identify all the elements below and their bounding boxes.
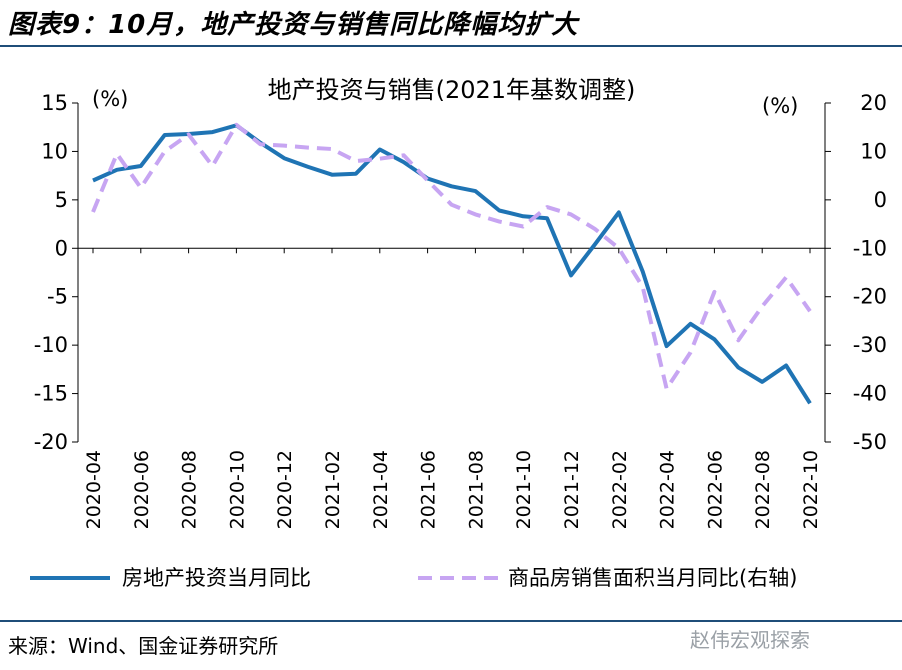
x-tick-label: 2021-10 — [513, 450, 535, 529]
left-tick-label: 0 — [55, 236, 68, 260]
legend-label-investment: 房地产投资当月同比 — [122, 566, 311, 590]
x-tick-label: 2020-08 — [179, 450, 201, 529]
title-rule — [0, 45, 902, 47]
x-tick-label: 2021-08 — [465, 450, 487, 529]
x-tick-label: 2022-10 — [800, 450, 822, 529]
left-tick-label: 15 — [41, 91, 68, 115]
right-unit-label: (%) — [762, 94, 798, 118]
x-tick-label: 2020-04 — [83, 450, 105, 529]
right-tick-label: 10 — [860, 139, 887, 163]
source-note: 来源：Wind、国金证券研究所 — [8, 634, 279, 658]
right-tick-label: -20 — [853, 285, 887, 309]
chart-title: 地产投资与销售(2021年基数调整) — [268, 76, 636, 104]
legend-label-sales: 商品房销售面积当月同比(右轴) — [508, 566, 797, 590]
left-tick-label: 10 — [41, 139, 68, 163]
right-tick-label: -10 — [853, 236, 887, 260]
right-tick-label: 20 — [860, 91, 887, 115]
x-tick-label: 2021-06 — [418, 450, 440, 529]
series-investment-line — [92, 123, 812, 405]
x-tick-label: 2022-06 — [704, 450, 726, 529]
x-tick-label: 2020-12 — [274, 450, 296, 529]
x-tick-label: 2022-08 — [752, 450, 774, 529]
right-tick-label: 0 — [874, 188, 887, 212]
left-tick-label: -5 — [47, 285, 68, 309]
watermark-text: 赵伟宏观探索 — [690, 628, 810, 652]
x-tick-label: 2021-12 — [561, 450, 583, 529]
footer-rule — [0, 620, 902, 622]
x-tick-label: 2022-02 — [609, 450, 631, 529]
x-tick-label: 2020-10 — [226, 450, 248, 529]
figure-title: 图表9：10月，地产投资与销售同比降幅均扩大 — [8, 10, 579, 40]
left-unit-label: (%) — [92, 87, 128, 111]
x-tick-label: 2022-04 — [657, 450, 679, 529]
x-tick-label: 2021-02 — [322, 450, 344, 529]
right-tick-label: -50 — [853, 430, 887, 454]
left-tick-label: -15 — [34, 382, 68, 406]
chart: 地产投资与销售(2021年基数调整) 15 10 5 0 -5 -10 -15 -20 20 10 0… — [30, 76, 887, 590]
right-tick-label: -40 — [853, 382, 887, 406]
left-tick-label: 5 — [55, 188, 68, 212]
right-tick-label: -30 — [853, 333, 887, 357]
left-tick-label: -10 — [34, 333, 68, 357]
x-tick-label: 2021-04 — [370, 450, 392, 529]
x-tick-label: 2020-06 — [131, 450, 153, 529]
left-tick-label: -20 — [34, 430, 68, 454]
series-sales-line — [91, 122, 812, 391]
